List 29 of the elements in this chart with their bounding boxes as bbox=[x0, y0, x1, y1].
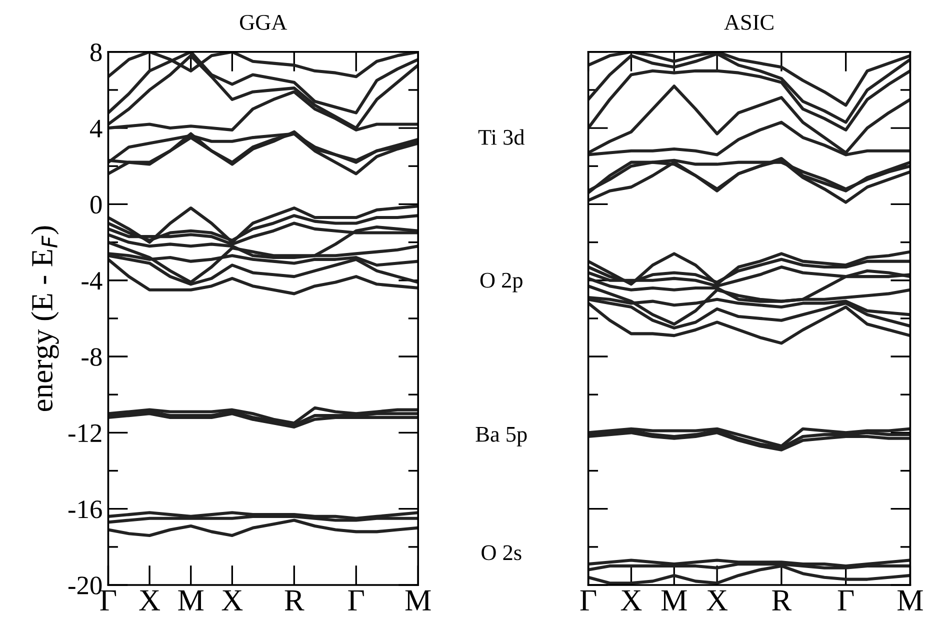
x-tick-label: R bbox=[284, 590, 304, 610]
x-tick-label: M bbox=[897, 590, 923, 610]
text: Ba 5p bbox=[476, 427, 527, 446]
x-tick-label: X bbox=[139, 590, 160, 610]
x-tick-label: Γ bbox=[580, 590, 596, 610]
x-tick-label: Γ bbox=[838, 590, 854, 610]
text: Ti 3d bbox=[478, 129, 524, 145]
y-tick-label: 0 bbox=[90, 196, 102, 214]
text: O 2p bbox=[480, 272, 522, 292]
y-tick-label: 8 bbox=[90, 43, 102, 62]
x-tick-label: X bbox=[222, 590, 243, 610]
x-tick-label: X bbox=[706, 590, 728, 610]
x-tick-label: M bbox=[405, 590, 431, 610]
chart-title: GGA bbox=[240, 14, 288, 30]
y-tick-label: -12 bbox=[68, 424, 102, 442]
chart-title: ASIC bbox=[724, 14, 774, 30]
y-tick-label: -4 bbox=[82, 272, 102, 290]
x-tick-label: Γ bbox=[100, 590, 116, 610]
y-tick-label: -8 bbox=[82, 348, 102, 366]
x-tick-label: M bbox=[178, 590, 204, 610]
y-axis-title: energy (E - E$_{F}$) bbox=[31, 226, 59, 412]
x-tick-label: Γ bbox=[348, 590, 364, 610]
x-tick-label: X bbox=[620, 590, 642, 610]
y-tick-label: -16 bbox=[68, 500, 102, 518]
text: O 2s bbox=[482, 545, 522, 560]
x-tick-label: R bbox=[772, 590, 792, 610]
y-tick-label: 4 bbox=[90, 120, 102, 138]
x-tick-label: M bbox=[661, 590, 687, 610]
y-tick-label: -20 bbox=[68, 576, 102, 594]
